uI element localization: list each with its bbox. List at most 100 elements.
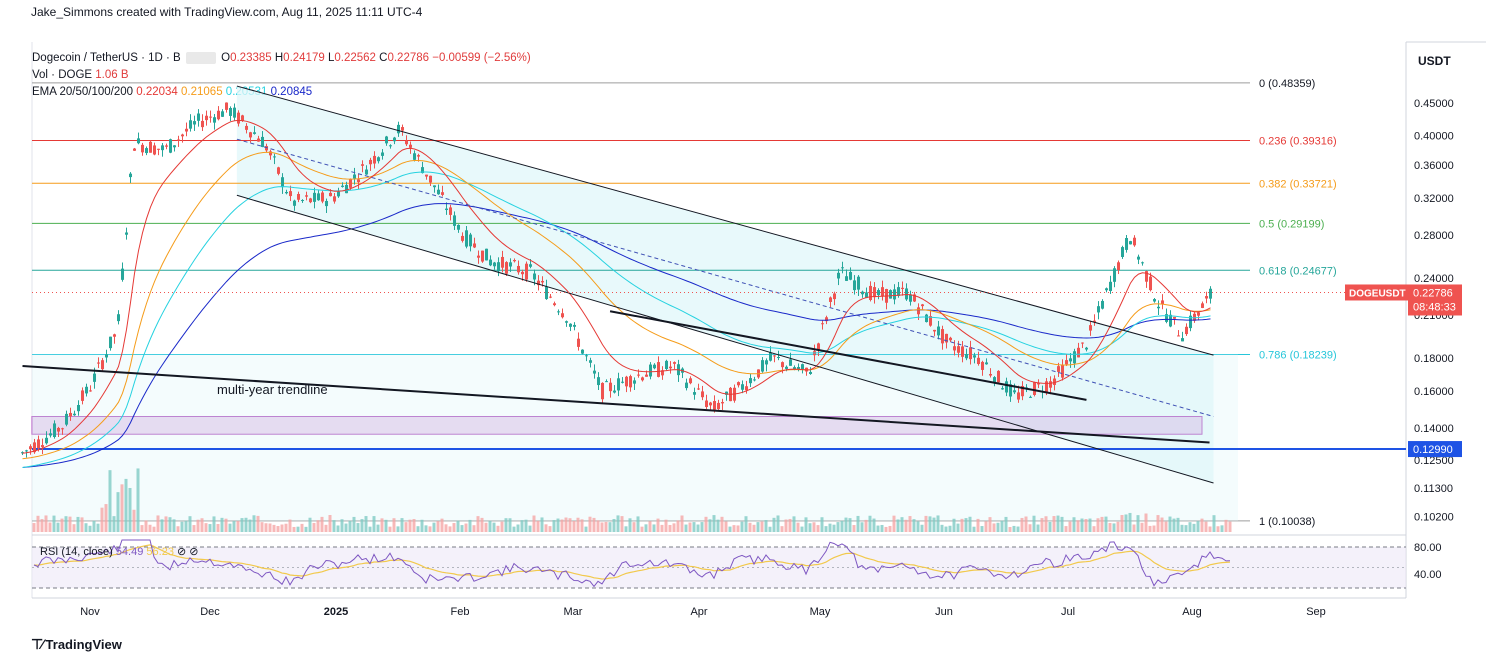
symbol-header[interactable]: Dogecoin / TetherUS · 1D · B O0.23385 H0… [32,52,531,64]
volume-bar [1180,524,1184,532]
candle-body [1077,347,1081,358]
volume-bar [88,525,92,532]
symbol-title[interactable]: Dogecoin / TetherUS · 1D · B [32,52,181,65]
volume-bar [520,520,524,532]
candle-body [617,378,621,391]
volume-legend[interactable]: Vol · DOGE 1.06 B [32,69,129,81]
volume-bar [608,522,612,532]
x-tick-label: Mar [564,606,583,618]
volume-value: 1.06 B [95,69,129,81]
candle-body [381,152,385,156]
y-tick-label: 0.45000 [1414,98,1454,110]
volume-bar [1088,518,1092,532]
fib-label-0.5: 0.5 (0.29199) [1259,218,1324,230]
x-tick-label: May [810,606,831,618]
channel-lower-line [236,194,1214,484]
candle-body [93,373,97,382]
channel-mid-dashed [236,138,1214,417]
candle-body [433,185,437,188]
volume-group [32,468,1232,532]
volume-bar [256,515,260,532]
volume-bar [292,526,296,532]
candle-body [501,256,505,268]
candle-body [901,287,905,289]
settings-icon[interactable]: ⊘ [189,546,199,558]
candle-body [453,215,457,226]
volume-bar [208,524,212,532]
volume-bar [596,520,600,532]
x-tick-label: Aug [1182,606,1202,618]
volume-bar [548,526,552,532]
volume-bar [240,518,244,532]
volume-bar [660,524,664,532]
volume-bar [456,520,460,532]
volume-bar [164,516,168,532]
candle-body [549,296,553,298]
volume-bar [1220,525,1224,532]
volume-bar [956,523,960,532]
candle-body [1117,262,1121,271]
volume-bar [840,520,844,532]
candle-body [249,132,253,138]
volume-bar [552,520,556,532]
candle-body [477,255,481,258]
volume-bar [404,522,408,532]
axis-unit[interactable]: USDT [1418,54,1451,68]
volume-bar [1112,523,1116,532]
volume-bar [260,522,264,532]
eye-off-icon[interactable]: ⊘ [177,546,187,558]
candle-body [25,450,29,452]
volume-bar [524,519,528,532]
candle-body [629,376,633,388]
candle-body [725,391,729,395]
volume-bar [632,522,636,532]
volume-bar [1064,526,1068,532]
volume-bar [948,525,952,532]
tradingview-logo[interactable]: ⊤⁄ TradingView [31,636,122,653]
volume-bar [848,518,852,532]
volume-bar [676,520,680,532]
descending-channel-fill [236,86,1214,484]
candle-body [601,382,605,400]
volume-bar [968,516,972,532]
candle-body [105,354,109,358]
volume-bar [1068,521,1072,532]
candle-body [345,184,349,194]
volume-bar [952,518,956,532]
volume-bar [128,487,132,532]
volume-bar [1216,526,1220,532]
volume-bar [212,516,216,532]
candle-body [65,413,69,425]
volume-bar [276,526,280,532]
candle-body [797,367,801,371]
volume-bar [920,524,924,532]
fib-label-1: 1 (0.10038) [1259,516,1315,528]
candle-body [197,113,201,121]
rsi-legend[interactable]: RSI (14, close) 54.49 56.23 ⊘ ⊘ [40,545,199,558]
volume-bar [912,519,916,532]
volume-bar [764,520,768,532]
candle-body [121,268,125,280]
volume-bar [44,515,48,532]
candle-body [765,360,769,365]
candle-body [1205,296,1209,299]
high-value: 0.24179 [283,52,325,65]
candle-body [1209,288,1213,299]
volume-bar [588,516,592,532]
candle-body [1017,392,1021,400]
volume-bar [784,519,788,532]
volume-bar [368,526,372,532]
volume-bar [296,526,300,532]
volume-bar [564,517,568,532]
candle-body [533,273,537,280]
candle-body [177,139,181,141]
volume-bar [1156,515,1160,532]
candle-body [225,102,229,110]
candle-body [609,382,613,392]
volume-bar [112,516,116,532]
volume-bar [860,522,864,532]
volume-bar [172,519,176,532]
candle-body [937,326,941,336]
candle-body [925,314,929,323]
